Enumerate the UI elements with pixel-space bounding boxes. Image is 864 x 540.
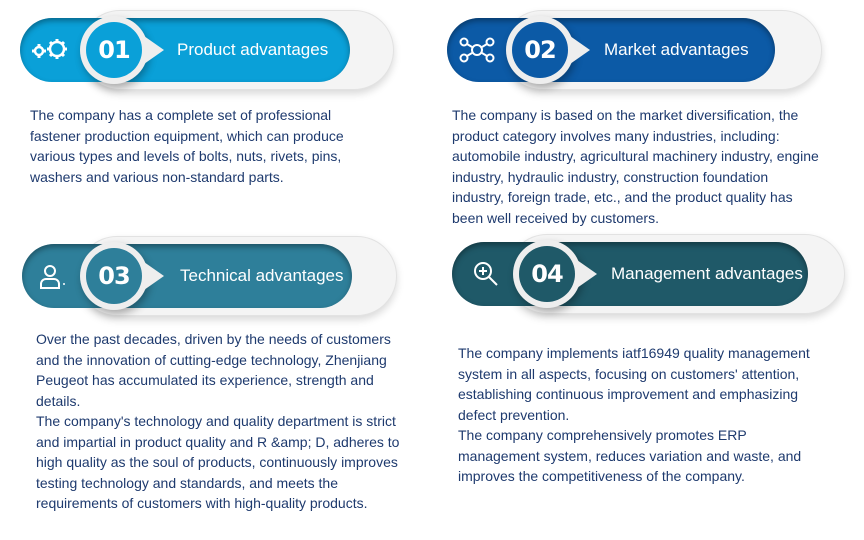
number-badge: 02 (506, 16, 590, 84)
user-icon (40, 265, 65, 289)
card-technical-advantages: 03 Technical advantages (22, 236, 397, 316)
card-product-advantages: 01 Product advantages (20, 10, 394, 90)
number-badge: 01 (80, 16, 164, 84)
gears-icon (32, 39, 67, 59)
card-pill (447, 18, 775, 82)
card-pill (452, 242, 808, 306)
card-description: The company has a complete set of profes… (30, 107, 344, 185)
card-title: Technical advantages (180, 266, 344, 285)
card-pill (22, 244, 352, 308)
card-market-advantages: 02 Market advantages (447, 10, 822, 90)
card-title: Product advantages (177, 40, 329, 59)
card-title: Management advantages (611, 264, 803, 283)
card-description: Over the past decades, driven by the nee… (36, 331, 400, 511)
number-badge: 04 (513, 240, 597, 308)
network-icon (459, 37, 495, 63)
card-title: Market advantages (604, 40, 749, 59)
number-badge: 03 (80, 242, 164, 310)
card-description: The company implements iatf16949 quality… (458, 345, 810, 484)
card-description: The company is based on the market diver… (452, 107, 819, 226)
card-pill (20, 18, 350, 82)
card-management-advantages: 04 Management advantages (452, 234, 845, 314)
zoom-in-icon (474, 262, 498, 286)
